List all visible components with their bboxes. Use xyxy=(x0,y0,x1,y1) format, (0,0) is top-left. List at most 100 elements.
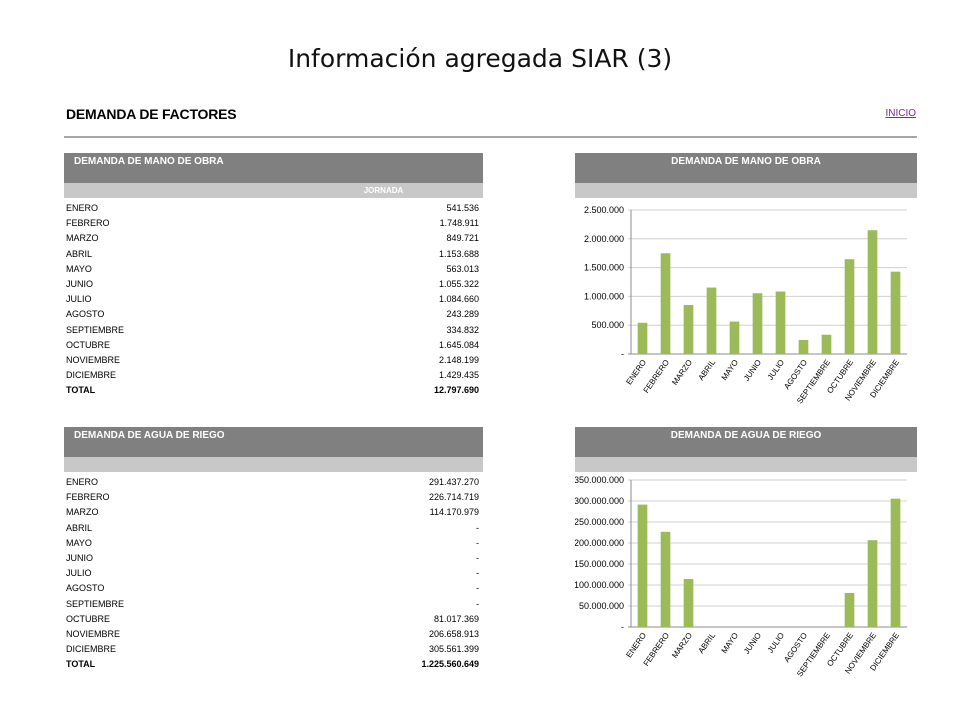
month-label: FEBRERO xyxy=(66,218,110,229)
row-value: - xyxy=(476,598,479,609)
table-row: DICIEMBRE 305.561.399 xyxy=(64,642,483,657)
table-row: ABRIL - xyxy=(64,521,483,536)
month-label: MARZO xyxy=(66,233,99,244)
row-value: 563.013 xyxy=(446,263,479,274)
y-tick-label: 100.000.000 xyxy=(575,580,624,590)
row-value: 1.153.688 xyxy=(438,248,479,259)
table-row: FEBRERO 226.714.719 xyxy=(64,490,483,505)
table-row: AGOSTO 243.289 xyxy=(64,307,483,322)
bar-junio xyxy=(752,293,763,354)
x-tick-label: MARZO xyxy=(670,631,694,660)
bar-marzo xyxy=(683,579,694,627)
x-tick-label: ENERO xyxy=(624,631,648,659)
row-value: 541.536 xyxy=(446,203,479,213)
table-row: MAYO 563.013 xyxy=(64,262,483,277)
bar-enero xyxy=(637,322,648,354)
bar-febrero xyxy=(660,531,671,627)
table-row: ENERO 291.437.270 xyxy=(64,475,483,490)
bar-octubre xyxy=(844,592,855,627)
water-table-rows: ENERO 291.437.270 FEBRERO 226.714.719 MARZ… xyxy=(64,475,483,672)
y-tick-label: 300.000.000 xyxy=(575,496,624,506)
y-tick-label: 500.000 xyxy=(591,320,624,330)
total-row: TOTAL 1.225.560.649 xyxy=(64,657,483,672)
y-tick-label: 1.000.000 xyxy=(584,291,624,301)
row-value: 226.714.719 xyxy=(428,492,479,503)
table-row: ABRIL 1.153.688 xyxy=(64,247,483,262)
table-row: JULIO - xyxy=(64,566,483,581)
bar-agosto xyxy=(798,339,809,354)
row-value: - xyxy=(476,583,479,594)
x-tick-label: JUNIO xyxy=(742,358,763,383)
x-tick-label: MARZO xyxy=(670,358,694,387)
bar-febrero xyxy=(660,253,671,354)
total-value: 12.797.690 xyxy=(433,385,479,396)
month-label: ENERO xyxy=(66,203,99,213)
labor-table-rows: ENERO 541.536 FEBRERO 1.748.911 MARZO 849.7… xyxy=(64,201,483,398)
water-chart-panel: DEMANDA DE AGUA DE RIEGO - 50.000.000 100.… xyxy=(575,427,917,712)
labor-table: DEMANDA DE MANO DE OBRA JORNADA ENERO 541… xyxy=(64,153,483,398)
table-row: SEPTIEMBRE 334.832 xyxy=(64,323,483,338)
water-table-subheader xyxy=(64,457,483,472)
month-label: ABRIL xyxy=(66,522,93,533)
month-label: MARZO xyxy=(66,507,99,518)
bar-julio xyxy=(775,291,786,354)
labor-chart-subheader xyxy=(575,183,917,198)
row-value: 114.170.979 xyxy=(429,507,479,518)
sheet-title: DEMANDA DE FACTORES xyxy=(66,106,237,122)
bar-marzo xyxy=(683,305,694,354)
month-label: DICIEMBRE xyxy=(66,644,117,655)
row-value: - xyxy=(476,552,479,563)
month-label: JUNIO xyxy=(66,552,93,563)
month-label: JUNIO xyxy=(66,278,93,289)
bar-octubre xyxy=(844,259,855,354)
water-chart-subheader xyxy=(575,457,917,472)
table-row: JUNIO 1.055.322 xyxy=(64,277,483,292)
table-row: SEPTIEMBRE - xyxy=(64,597,483,612)
bar-enero xyxy=(637,504,648,627)
bar-noviembre xyxy=(867,540,878,627)
water-chart-title: DEMANDA DE AGUA DE RIEGO xyxy=(575,427,917,457)
month-label: AGOSTO xyxy=(66,309,105,320)
x-tick-label: JULIO xyxy=(766,358,786,382)
x-tick-label: ENERO xyxy=(624,358,648,386)
row-value: 305.561.399 xyxy=(428,644,479,655)
x-tick-label: ABRIL xyxy=(697,358,718,383)
row-value: 206.658.913 xyxy=(428,628,479,639)
labor-table-title: DEMANDA DE MANO DE OBRA xyxy=(64,153,483,183)
slide-title: Información agregada SIAR (3) xyxy=(287,44,673,73)
table-row: JUNIO - xyxy=(64,551,483,566)
month-label: SEPTIEMBRE xyxy=(66,598,125,609)
total-value: 1.225.560.649 xyxy=(421,659,479,670)
row-value: - xyxy=(476,537,479,548)
table-row: NOVIEMBRE 206.658.913 xyxy=(64,627,483,642)
table-row: MAYO - xyxy=(64,536,483,551)
month-label: SEPTIEMBRE xyxy=(66,324,125,335)
bar-abril xyxy=(706,287,717,354)
y-tick-label: 150.000.000 xyxy=(575,559,624,569)
row-value: 1.055.322 xyxy=(438,278,479,289)
home-link[interactable]: INICIO xyxy=(885,108,916,119)
y-tick-label: - xyxy=(621,622,624,632)
row-value: 2.148.199 xyxy=(438,354,479,365)
y-tick-label: - xyxy=(621,349,624,359)
month-label: ABRIL xyxy=(66,248,93,259)
table-row: JULIO 1.084.660 xyxy=(64,292,483,307)
y-tick-label: 200.000.000 xyxy=(575,538,624,548)
water-bar-chart: - 50.000.000 100.000.000 150.000.000 200.000… xyxy=(575,475,907,678)
x-tick-label: JUNIO xyxy=(742,631,763,656)
table-row: MARZO 849.721 xyxy=(64,231,483,246)
month-label: DICIEMBRE xyxy=(66,370,117,381)
month-label: JULIO xyxy=(66,568,92,579)
row-value: 1.429.435 xyxy=(438,370,479,381)
row-value: - xyxy=(476,522,479,533)
bar-mayo xyxy=(729,321,740,354)
total-label: TOTAL xyxy=(66,385,96,396)
row-value: 1.084.660 xyxy=(438,294,479,305)
y-tick-label: 250.000.000 xyxy=(575,517,624,527)
y-tick-label: 2.500.000 xyxy=(584,205,624,215)
row-value: 1.748.911 xyxy=(439,218,479,229)
month-label: MAYO xyxy=(66,263,92,274)
table-row: ENERO 541.536 xyxy=(64,201,483,216)
month-label: MAYO xyxy=(66,537,92,548)
header-divider xyxy=(64,136,917,138)
